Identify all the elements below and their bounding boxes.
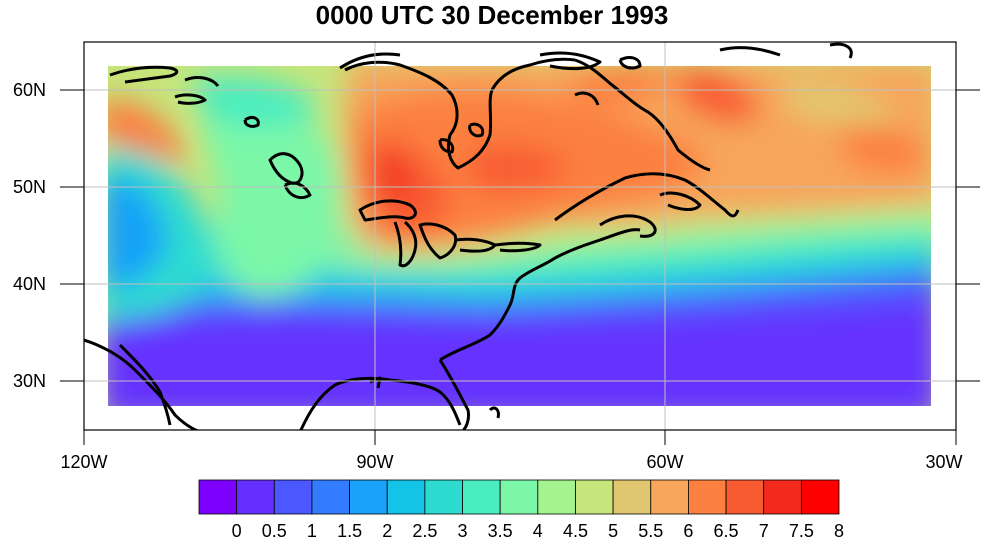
colorbar-label: 4.5	[562, 521, 588, 541]
colorbar-label: 0	[231, 521, 242, 541]
graticule	[84, 42, 956, 430]
colorbar-label: 7	[758, 521, 769, 541]
colorbar-label: 0.5	[261, 521, 287, 541]
colorbar-label: 7.5	[788, 521, 814, 541]
axis-ticks	[60, 89, 980, 445]
colorbar-label: 4	[532, 521, 543, 541]
colorbar-label: 1	[306, 521, 317, 541]
colorbar-label: 6	[683, 521, 694, 541]
lat-label-50n: 50N	[12, 177, 46, 197]
colorbar-label: 8	[833, 521, 844, 541]
map-title: 0000 UTC 30 December 1993	[315, 0, 669, 30]
lat-label-40n: 40N	[12, 274, 46, 294]
contour-field	[108, 66, 931, 406]
coastlines	[84, 42, 853, 430]
colorbar-label: 2	[382, 521, 393, 541]
lon-label-120w: 120W	[60, 452, 108, 472]
lat-label-60n: 60N	[12, 80, 46, 100]
lon-label-90w: 90W	[356, 452, 394, 472]
lon-label-60w: 60W	[646, 452, 684, 472]
lat-label-30n: 30N	[12, 371, 46, 391]
colorbar-label: 5	[608, 521, 619, 541]
colorbar-label: 3.5	[487, 521, 513, 541]
lon-label-30w: 30W	[925, 452, 963, 472]
colorbar-label: 2.5	[412, 521, 438, 541]
colorbar-label: 3	[457, 521, 468, 541]
map-frame	[83, 41, 957, 431]
colorbar-label: 6.5	[713, 521, 739, 541]
colorbar-label: 1.5	[337, 521, 363, 541]
colorbar-label: 5.5	[638, 521, 664, 541]
